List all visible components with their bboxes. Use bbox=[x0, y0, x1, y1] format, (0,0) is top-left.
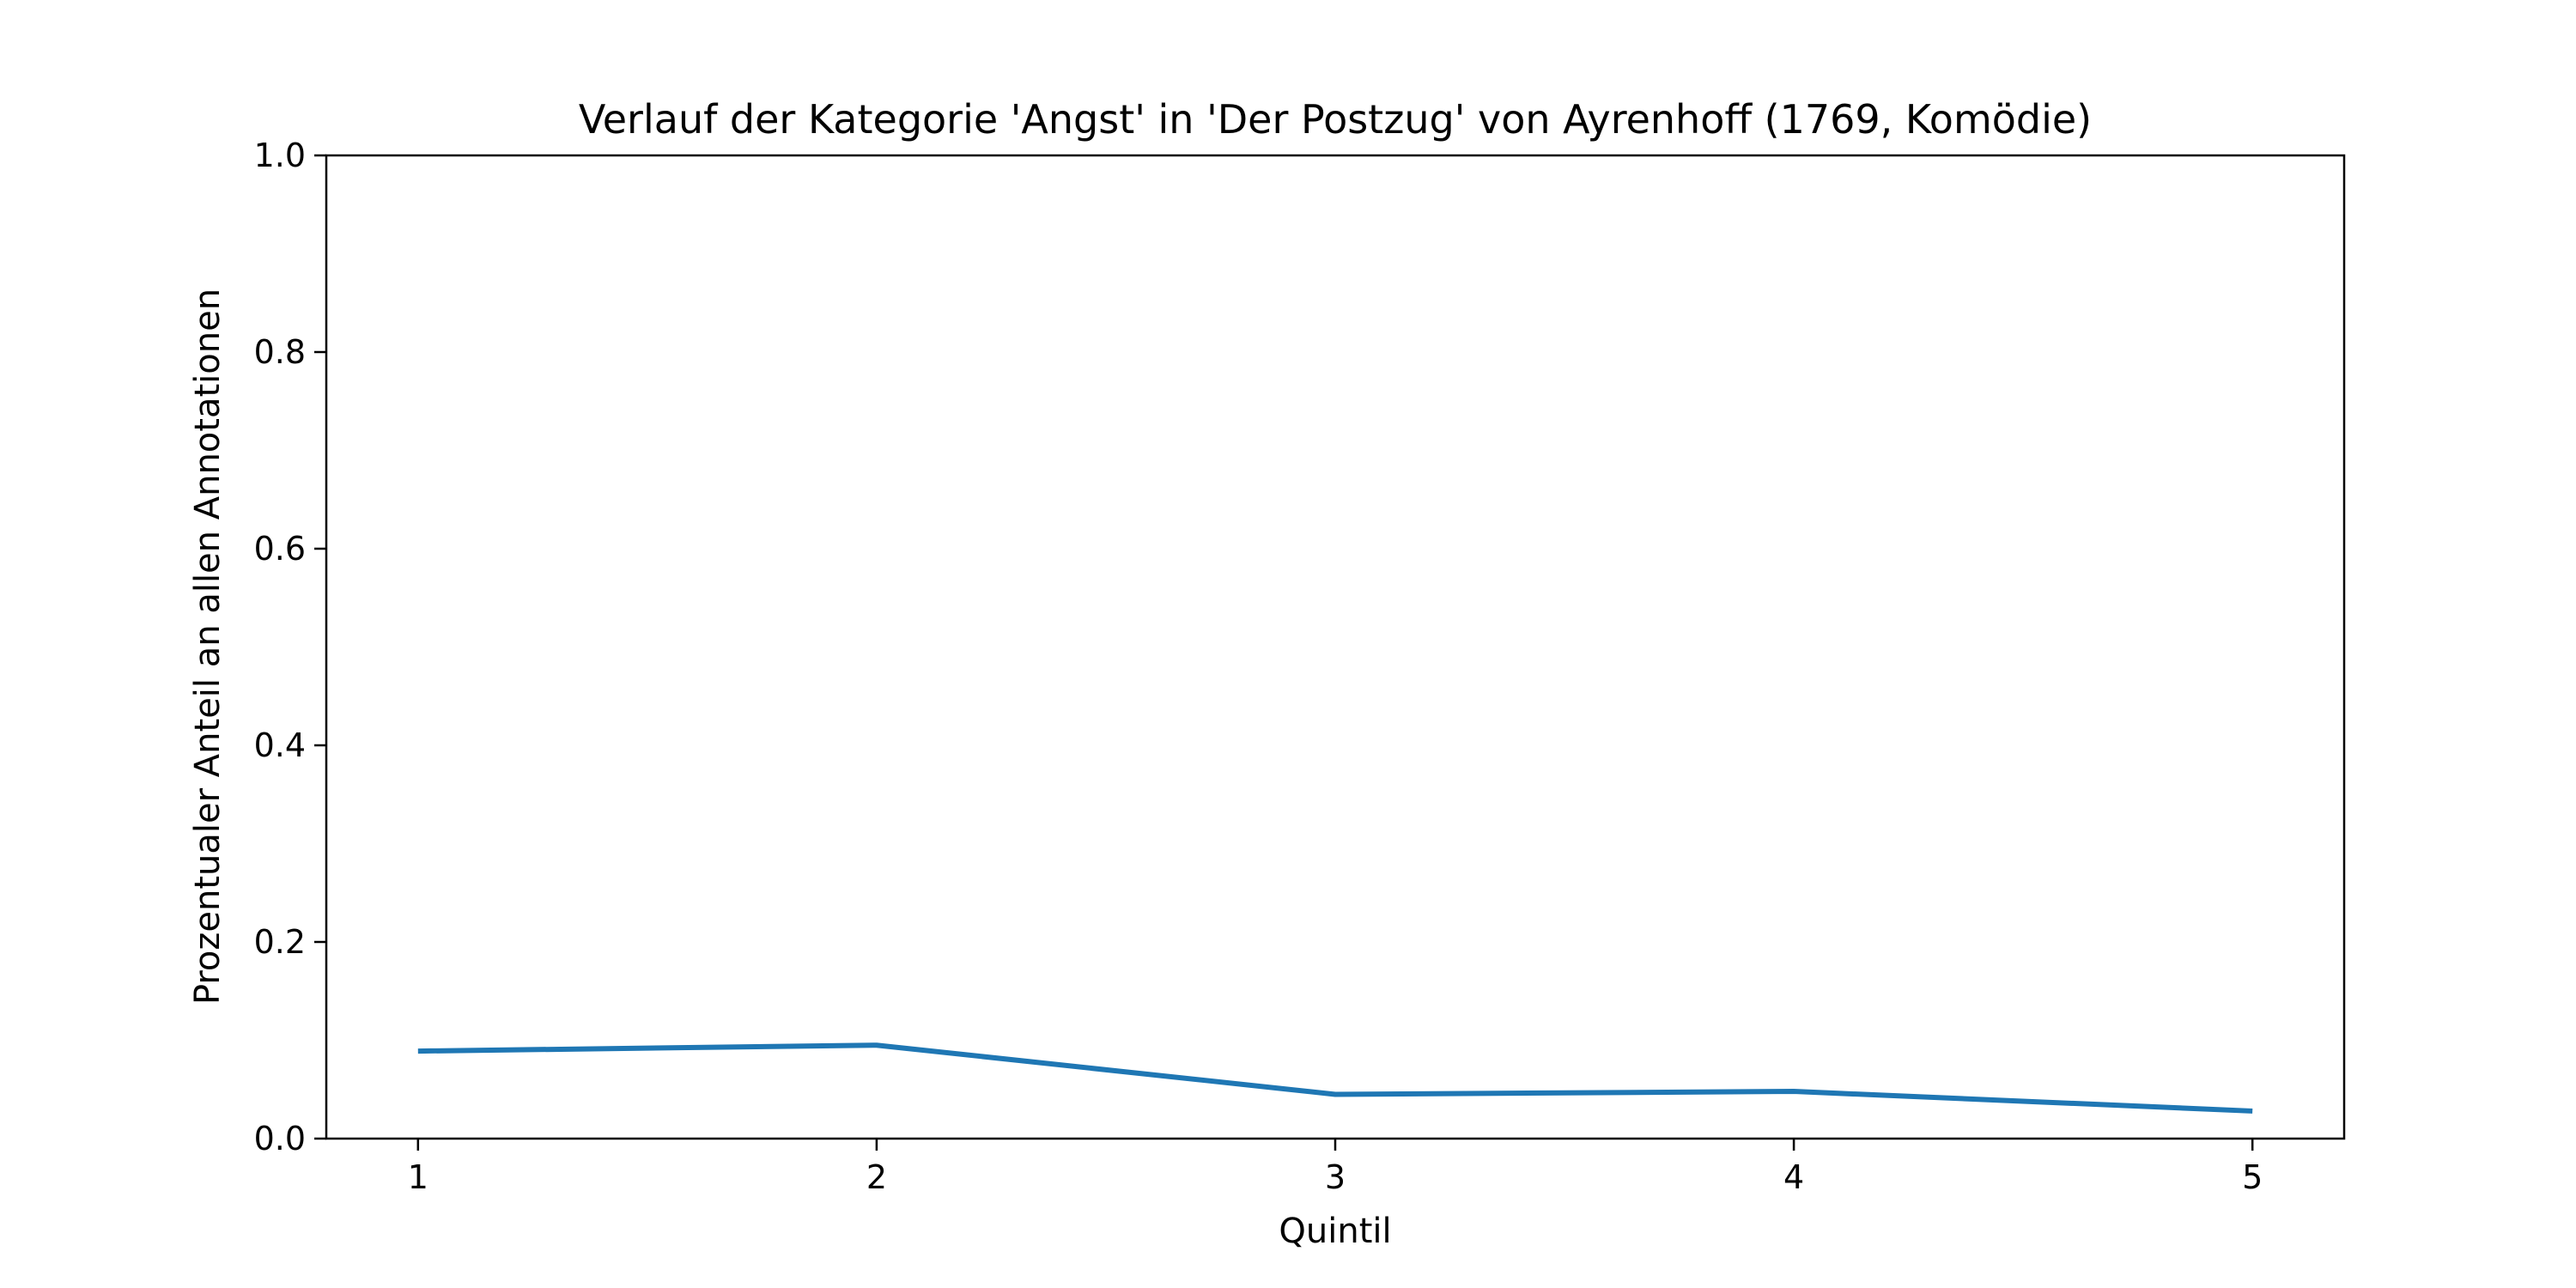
x-tick-label: 5 bbox=[2242, 1158, 2263, 1196]
x-axis: 1 2 3 4 5 bbox=[408, 1139, 2263, 1196]
y-tick-label: 0.6 bbox=[254, 530, 306, 568]
y-axis: 0.0 0.2 0.4 0.6 0.8 1.0 bbox=[254, 137, 326, 1157]
y-tick-label: 0.2 bbox=[254, 923, 306, 961]
y-tick-label: 0.4 bbox=[254, 726, 306, 764]
x-tick-label: 1 bbox=[408, 1158, 428, 1196]
x-tick-label: 3 bbox=[1325, 1158, 1346, 1196]
y-tick-label: 0.0 bbox=[254, 1120, 306, 1157]
x-axis-label: Quintil bbox=[1279, 1212, 1391, 1251]
y-tick-label: 0.8 bbox=[254, 333, 306, 371]
series-line bbox=[417, 1042, 2253, 1114]
series-layer bbox=[417, 1042, 2253, 1114]
plot-area bbox=[325, 154, 2346, 1140]
chart-title: Verlauf der Kategorie 'Angst' in 'Der Po… bbox=[579, 96, 2092, 143]
x-tick-label: 4 bbox=[1783, 1158, 1804, 1196]
x-tick-label: 2 bbox=[866, 1158, 887, 1196]
y-tick-label: 1.0 bbox=[254, 137, 306, 174]
y-axis-label: Prozentualer Anteil an allen Annotatione… bbox=[188, 289, 228, 1005]
